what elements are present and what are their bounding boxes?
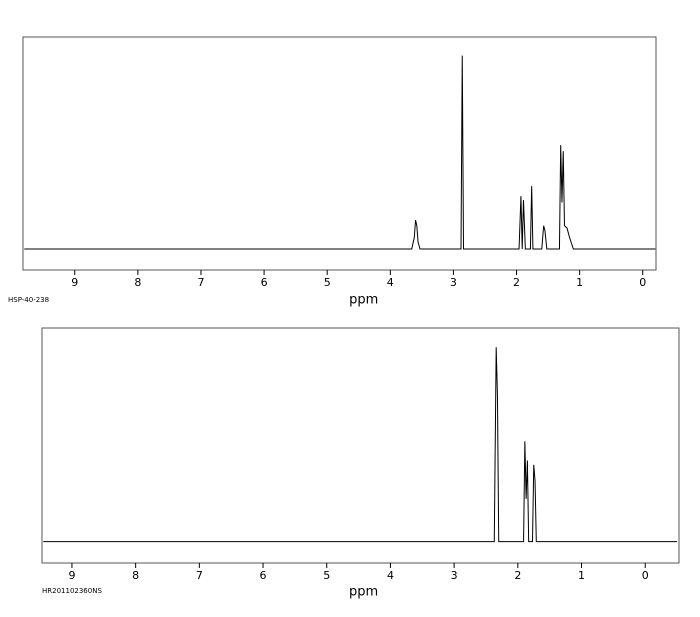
x-tick-label: 7 (197, 276, 204, 289)
x-tick-label: 5 (324, 276, 331, 289)
x-tick-label: 9 (71, 276, 78, 289)
x-tick-label: 8 (132, 569, 139, 582)
spectrum-line (43, 347, 678, 543)
x-tick-label: 2 (513, 276, 520, 289)
x-tick-label: 9 (68, 569, 75, 582)
x-tick-label: 6 (261, 276, 268, 289)
x-tick-label: 4 (387, 569, 394, 582)
x-axis-label: ppm (349, 293, 378, 308)
x-axis-label: ppm (349, 585, 378, 600)
plot-frame (41, 327, 680, 564)
x-tick-label: 8 (134, 276, 141, 289)
x-tick-label: 5 (323, 569, 330, 582)
x-tick-label: 4 (387, 276, 394, 289)
spectrum-line (24, 55, 656, 250)
x-tick-label: 1 (576, 276, 583, 289)
x-tick-label: 2 (514, 569, 521, 582)
plot-frame (22, 36, 657, 271)
sample-code: HR201102360NS (42, 587, 102, 595)
x-tick-label: 3 (450, 276, 457, 289)
x-tick-label: 6 (260, 569, 267, 582)
sample-code: HSP-40-238 (8, 296, 49, 304)
x-tick-label: 0 (639, 276, 646, 289)
x-tick-label: 1 (578, 569, 585, 582)
x-tick-label: 7 (196, 569, 203, 582)
x-tick-label: 0 (642, 569, 649, 582)
x-tick-label: 3 (451, 569, 458, 582)
